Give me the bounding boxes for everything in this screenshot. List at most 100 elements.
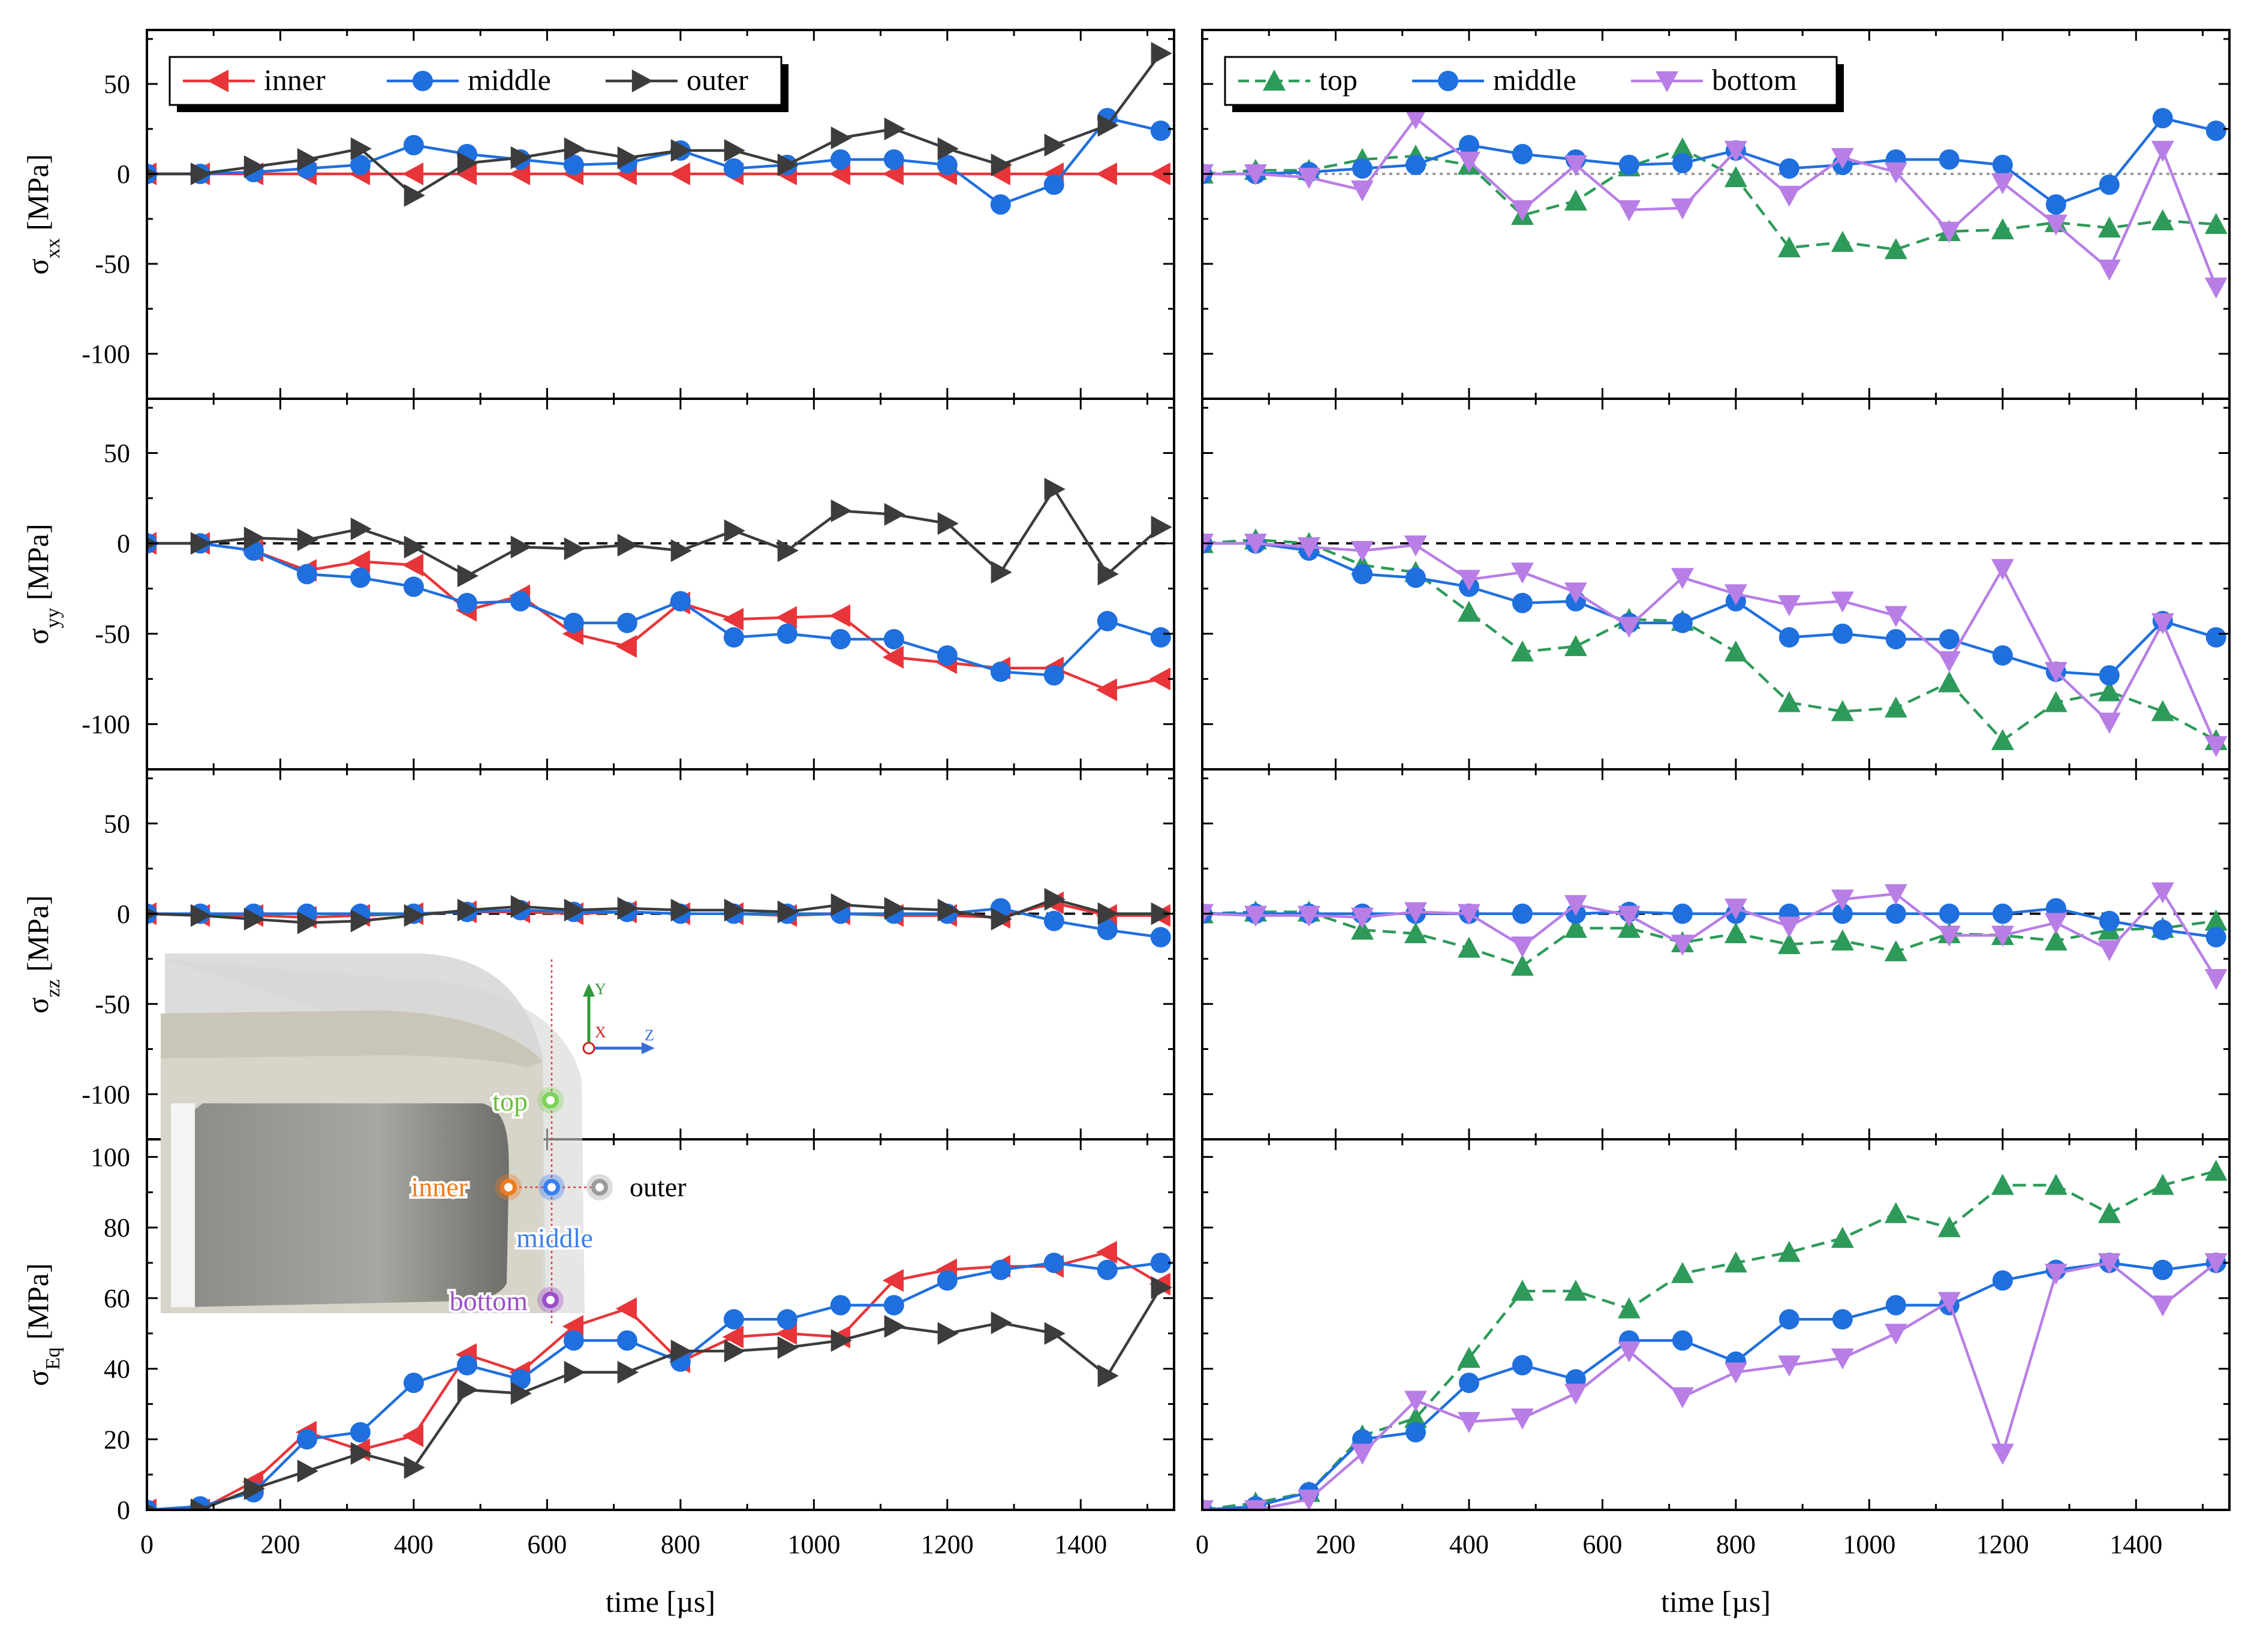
marker-top bbox=[1564, 1280, 1587, 1301]
y-axis-label-sub: Eq bbox=[42, 1347, 64, 1370]
marker-bottom bbox=[1831, 889, 1854, 911]
marker-middle bbox=[403, 576, 424, 597]
marker-inner bbox=[722, 1325, 744, 1349]
legend-left: inner middle outer bbox=[168, 56, 789, 112]
marker-bottom bbox=[1617, 1341, 1641, 1363]
y-tick-label: -50 bbox=[95, 619, 130, 649]
inset-label-top: top bbox=[492, 1086, 528, 1117]
marker-middle bbox=[1512, 592, 1533, 613]
marker-bottom bbox=[1831, 591, 1854, 613]
marker-bottom bbox=[2044, 214, 2068, 236]
axis-z-label: Z bbox=[645, 1027, 654, 1044]
marker-bottom bbox=[2204, 736, 2228, 757]
marker-bottom bbox=[1404, 902, 1427, 923]
marker-bottom bbox=[1937, 651, 1961, 673]
marker-bottom bbox=[1884, 1323, 1907, 1345]
y-tick-label: 40 bbox=[104, 1355, 130, 1384]
marker-outer bbox=[670, 139, 692, 162]
marker-middle bbox=[1778, 627, 1799, 648]
legend-label-top: top bbox=[1319, 63, 1358, 97]
marker-outer bbox=[830, 1329, 852, 1352]
marker-outer bbox=[243, 155, 265, 178]
axis-z-head bbox=[642, 1042, 655, 1054]
marker-bottom bbox=[1350, 180, 1374, 201]
marker-top bbox=[1724, 640, 1747, 662]
marker-bottom bbox=[1297, 537, 1320, 559]
marker-outer bbox=[457, 1378, 479, 1401]
marker-bottom bbox=[1510, 200, 1534, 221]
series-group bbox=[1202, 528, 2228, 757]
probe-center-middle bbox=[547, 1183, 556, 1191]
marker-outer bbox=[1097, 114, 1119, 137]
marker-top bbox=[1724, 922, 1747, 944]
marker-middle bbox=[1150, 121, 1171, 141]
marker-outer bbox=[670, 898, 692, 922]
marker-bottom bbox=[1202, 1500, 1214, 1510]
marker-bottom bbox=[1350, 541, 1374, 562]
y-tick-label: 0 bbox=[117, 899, 130, 929]
inset-label-outer: outer bbox=[630, 1172, 687, 1202]
marker-outer bbox=[190, 904, 212, 927]
marker-middle bbox=[1512, 903, 1533, 924]
marker-middle bbox=[2152, 1259, 2173, 1280]
marker-bottom bbox=[1457, 151, 1480, 173]
marker-outer bbox=[510, 1382, 532, 1405]
marker-bottom bbox=[1244, 534, 1267, 555]
x-tick-label: 200 bbox=[1316, 1530, 1355, 1559]
probe-center-top bbox=[546, 1096, 555, 1105]
marker-top bbox=[1777, 932, 1801, 955]
marker-middle bbox=[1992, 1270, 2013, 1291]
marker-bottom bbox=[1937, 1292, 1961, 1313]
marker-middle bbox=[1512, 1355, 1533, 1376]
y-tick-label: 0 bbox=[117, 160, 130, 189]
marker-top bbox=[1831, 700, 1854, 721]
marker-middle bbox=[1352, 158, 1373, 179]
marker-middle bbox=[1885, 1295, 1906, 1316]
marker-middle bbox=[670, 591, 691, 612]
marker-outer bbox=[830, 499, 852, 522]
marker-bottom bbox=[1457, 1412, 1480, 1433]
y-axis-label-sub: yy bbox=[42, 608, 64, 628]
marker-outer bbox=[350, 909, 372, 932]
marker-top bbox=[1884, 696, 1907, 718]
marker-top bbox=[2044, 691, 2068, 712]
legend-label-outer: outer bbox=[687, 63, 748, 97]
marker-middle bbox=[1352, 564, 1373, 585]
marker-top bbox=[2097, 680, 2121, 702]
inset-label-bottom: bottom bbox=[450, 1286, 528, 1316]
x-tick-label: 0 bbox=[1196, 1530, 1209, 1559]
marker-top bbox=[1671, 137, 1694, 159]
panel-left-row1: 50 0 -50 -100 σxx [MPa] bbox=[21, 29, 1175, 400]
marker-top bbox=[1937, 671, 1961, 693]
marker-middle bbox=[830, 628, 851, 649]
panel-right-row2 bbox=[1201, 398, 2231, 771]
marker-outer bbox=[777, 900, 799, 923]
marker-outer bbox=[1151, 516, 1172, 539]
marker-outer bbox=[991, 561, 1012, 584]
marker-top bbox=[1884, 940, 1907, 962]
marker-bottom bbox=[1244, 1500, 1267, 1510]
marker-middle bbox=[723, 158, 744, 179]
marker-bottom bbox=[1991, 559, 2014, 580]
y-axis-label-unit: [MPa] bbox=[21, 895, 55, 979]
marker-outer bbox=[1097, 902, 1119, 925]
marker-middle bbox=[1672, 612, 1693, 633]
marker-bottom bbox=[1831, 1348, 1854, 1370]
marker-outer bbox=[350, 1442, 372, 1465]
marker-inner bbox=[1096, 678, 1117, 702]
legend-marker-top bbox=[1263, 70, 1286, 91]
marker-bottom bbox=[1350, 1443, 1374, 1465]
marker-inner bbox=[1096, 1241, 1117, 1264]
marker-outer bbox=[297, 148, 318, 171]
marker-inner bbox=[1149, 163, 1170, 185]
y-axis-label-main: σ bbox=[21, 997, 55, 1013]
legend-label-inner: inner bbox=[264, 63, 326, 97]
marker-outer bbox=[1151, 902, 1172, 925]
marker-middle bbox=[350, 155, 371, 175]
marker-outer bbox=[243, 1477, 265, 1500]
marker-outer bbox=[510, 146, 532, 169]
x-tick-label: 0 bbox=[140, 1530, 154, 1559]
marker-top bbox=[1937, 1216, 1961, 1238]
y-tick-label: 0 bbox=[117, 1495, 130, 1525]
probe-center-bottom bbox=[546, 1296, 555, 1304]
